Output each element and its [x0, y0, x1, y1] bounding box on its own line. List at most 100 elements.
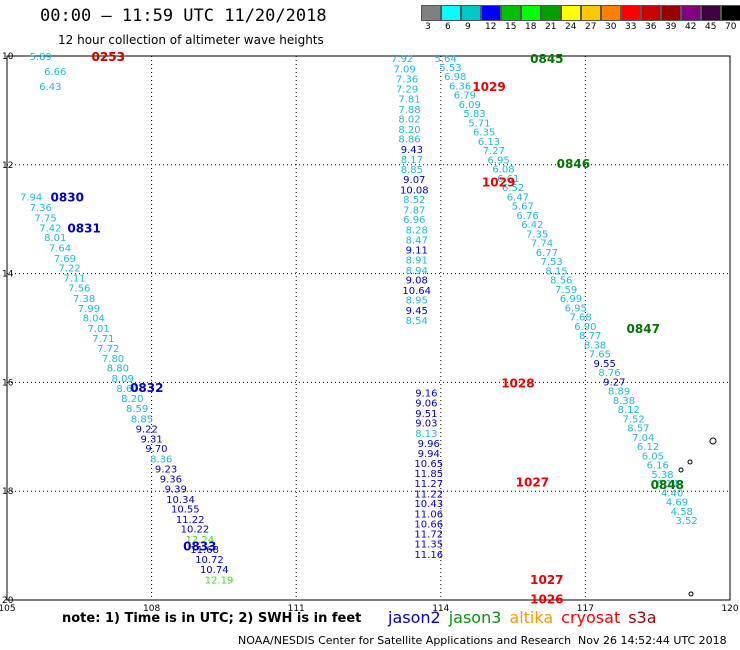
wave-height-value: 6.42: [521, 220, 543, 231]
wave-height-value: 8.38: [584, 340, 606, 351]
wave-height-value: 6.95: [565, 303, 587, 314]
wave-height-value: 9.11: [406, 246, 428, 257]
wave-height-value: 9.31: [140, 434, 162, 445]
wave-height-value: 11.06: [414, 510, 443, 521]
wave-height-value: 11.85: [414, 469, 443, 480]
footer-timestamp: Nov 26 14:52:44 UTC 2018: [578, 634, 727, 647]
island-mark: [688, 591, 694, 597]
scale-color-box: [521, 5, 541, 21]
wave-height-value: 7.42: [39, 223, 61, 234]
wave-height-value: 7.80: [102, 354, 124, 365]
wave-height-value: 10.43: [414, 499, 443, 510]
scale-value-label: 6: [445, 22, 451, 32]
wave-height-value: 7.36: [396, 74, 418, 85]
scale-color-box: [481, 5, 501, 21]
wave-height-value: 6.61: [497, 174, 519, 185]
pass-time-label: 0846: [557, 157, 590, 171]
wave-height-value: 8.54: [406, 316, 428, 327]
wave-height-value: 7.53: [541, 257, 563, 268]
scale-color-box: [701, 5, 721, 21]
wave-height-value: 12.24: [185, 535, 214, 546]
satellite-legend-altika: altika: [509, 608, 554, 627]
wave-height-value: 7.94: [20, 192, 42, 203]
wave-height-value: 5.67: [512, 202, 534, 213]
pass-time-label: 0832: [130, 381, 163, 395]
wave-height-value: 10.65: [414, 459, 443, 470]
wave-height-value: 10.66: [414, 519, 443, 530]
lat-tick-label: 14: [2, 270, 14, 280]
footer-note: note: 1) Time is in UTC; 2) SWH is in fe…: [62, 611, 362, 626]
satellite-legend-cryosat: cryosat: [561, 608, 621, 627]
wave-height-value: 8.28: [406, 226, 428, 237]
satellite-legend-jason2: jason2: [388, 608, 441, 627]
scale-value-label: 42: [685, 22, 697, 32]
wave-height-value: 4.58: [671, 507, 693, 518]
wave-height-value: 8.17: [401, 155, 423, 166]
wave-height-value: 6.77: [536, 248, 558, 259]
lon-tick-label: 111: [288, 604, 305, 614]
wave-height-value: 8.85: [401, 165, 423, 176]
wave-height-value: 10.55: [171, 505, 200, 516]
wave-height-value: 10.72: [195, 555, 224, 566]
wave-height-value: 7.56: [68, 284, 90, 295]
wave-height-value: 5.83: [463, 109, 485, 120]
wave-height-value: 8.09: [112, 374, 134, 385]
scale-value-label: 24: [565, 22, 577, 32]
scale-value-label: 33: [625, 22, 637, 32]
wave-height-value: 3.52: [675, 516, 697, 527]
island-mark: [687, 459, 693, 465]
wave-height-value: 9.94: [418, 449, 440, 460]
wave-height-value: 7.27: [483, 146, 505, 157]
wave-height-value: 8.52: [403, 195, 425, 206]
wave-height-value: 5.64: [434, 54, 456, 65]
wave-height-value: 11.22: [414, 489, 443, 500]
scale-value-label: 18: [525, 22, 537, 32]
wave-height-value: 9.51: [415, 409, 437, 420]
scale-color-boxes: [421, 5, 740, 21]
wave-height-value: 8.95: [406, 296, 428, 307]
page-title: 00:00 – 11:59 UTC 11/20/2018: [40, 6, 327, 26]
wave-height-value: 8.47: [406, 235, 428, 246]
wave-height-value: 4.69: [666, 498, 688, 509]
wave-height-value: 6.90: [574, 322, 596, 333]
satellite-legend-s3a: s3a: [628, 608, 657, 627]
scale-value-label: 27: [585, 22, 597, 32]
wave-height-value: 6.13: [478, 137, 500, 148]
scale-color-box: [681, 5, 701, 21]
lon-tick-label: 114: [432, 604, 449, 614]
lon-tick-label: 105: [0, 604, 16, 614]
map-frame: [6, 55, 731, 601]
wave-height-value: 7.59: [555, 285, 577, 296]
wave-height-value: 6.09: [459, 100, 481, 111]
wave-height-value: 5.71: [468, 118, 490, 129]
wave-height-value: 8.38: [613, 396, 635, 407]
lat-tick-label: 16: [2, 378, 14, 388]
pass-time-label: 0833: [183, 540, 216, 554]
scale-color-box: [721, 5, 740, 21]
wave-height-value: 11.68: [190, 545, 219, 556]
wave-height-value: 9.23: [155, 464, 177, 475]
scale-value-label: 30: [605, 22, 617, 32]
pass-time-label: 0830: [51, 190, 84, 204]
wave-height-value: 8.56: [550, 276, 572, 287]
wave-height-value: 5.89: [30, 52, 52, 63]
wave-height-value: 7.81: [398, 94, 420, 105]
wave-height-value: 6.95: [488, 155, 510, 166]
wave-height-value: 8.01: [44, 233, 66, 244]
wave-height-value: 6.05: [642, 451, 664, 462]
wave-height-value: 6.12: [637, 442, 659, 453]
wave-height-value: 8.91: [406, 255, 428, 266]
scale-color-box: [561, 5, 581, 21]
wave-height-value: 8.36: [150, 455, 172, 466]
wave-height-value: 6.47: [507, 192, 529, 203]
wave-height-value: 9.39: [165, 484, 187, 495]
satellite-legend-jason3: jason3: [448, 608, 502, 627]
wave-height-value: 7.99: [78, 304, 100, 315]
pass-time-label: 1029: [472, 80, 505, 94]
lon-tick-label: 117: [577, 604, 594, 614]
wave-height-value: 8.94: [406, 266, 428, 277]
wave-height-value: 9.03: [415, 419, 437, 430]
